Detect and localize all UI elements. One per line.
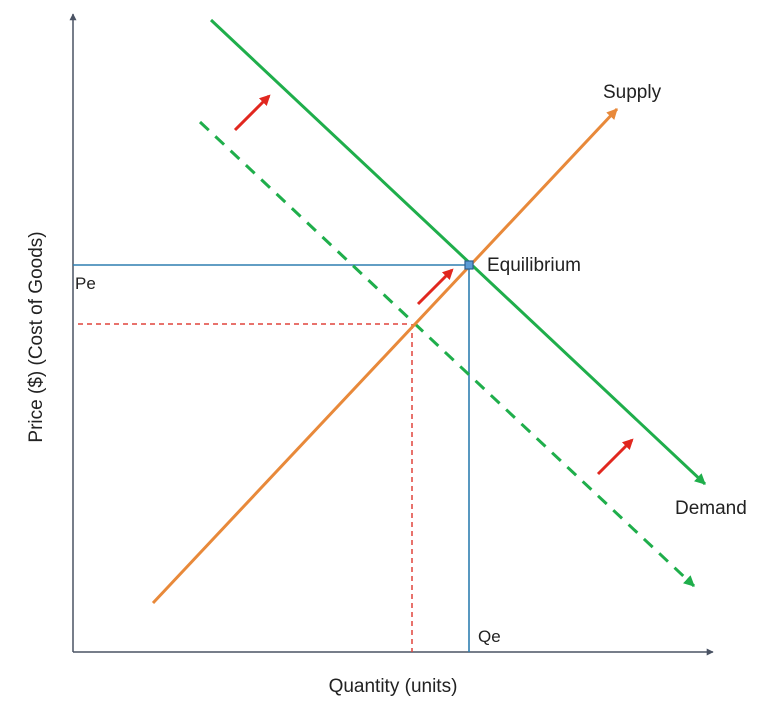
equilibrium-label: Equilibrium [487, 255, 581, 276]
shift-arrow-middle [416, 268, 454, 306]
shifted-demand-curve [198, 120, 696, 588]
demand-curve [209, 18, 707, 486]
supply-curve [151, 107, 619, 605]
qe-label: Qe [478, 627, 501, 646]
shift-arrow-bottom [596, 438, 634, 476]
shift-arrow-top [233, 94, 271, 132]
equilibrium-point [464, 260, 474, 270]
x-axis-label: Quantity (units) [329, 676, 458, 697]
pe-label: Pe [75, 274, 96, 293]
demand-label: Demand [675, 498, 747, 519]
y-axis-label: Price ($) (Cost of Goods) [26, 231, 47, 442]
supply-label: Supply [603, 82, 662, 103]
